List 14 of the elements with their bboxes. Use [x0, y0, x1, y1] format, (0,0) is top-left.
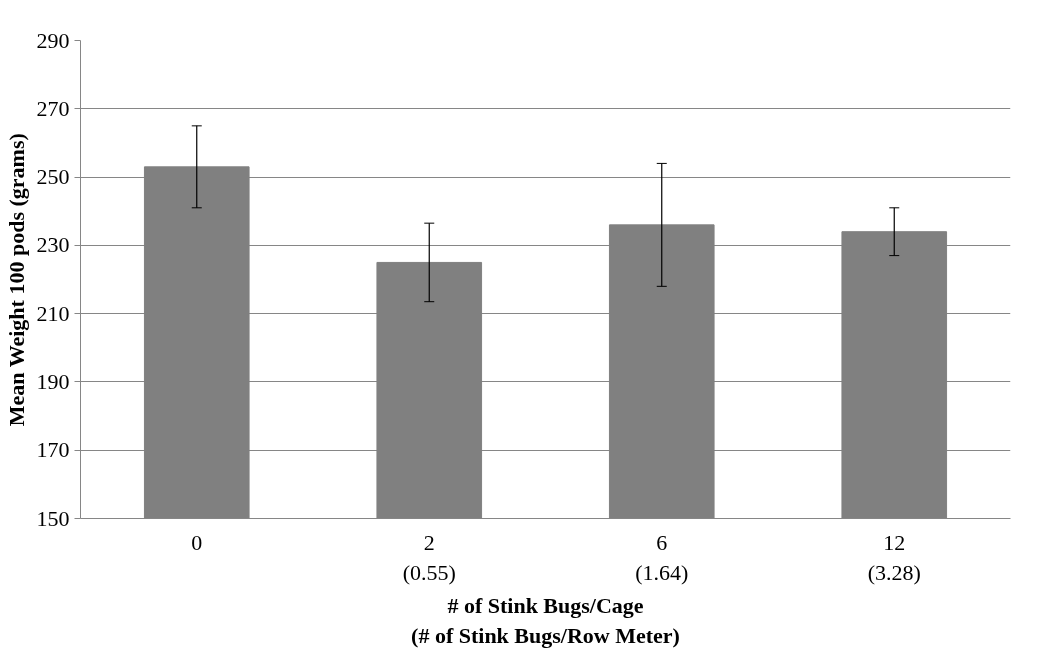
y-tick-label: 190	[36, 368, 70, 394]
y-tick-label: 250	[36, 164, 70, 190]
x-axis-title: # of Stink Bugs/Cage (# of Stink Bugs/Row Meter)	[411, 592, 680, 648]
y-tick-label: 290	[36, 27, 70, 53]
x-tick-label: 12 (3.28)	[867, 529, 921, 585]
x-tick-label: 6 (1.64)	[635, 529, 689, 585]
x-tick-label: 2 (0.55)	[402, 529, 456, 585]
x-tick-label: 0	[191, 529, 203, 555]
y-axis-title: Mean Weight 100 pods (grams)	[3, 133, 29, 427]
y-tick-label: 230	[36, 232, 70, 258]
y-tick-label: 270	[36, 95, 70, 121]
y-tick-label: 210	[36, 300, 70, 326]
y-tick-label: 150	[36, 505, 70, 531]
y-tick-label: 170	[36, 437, 70, 463]
